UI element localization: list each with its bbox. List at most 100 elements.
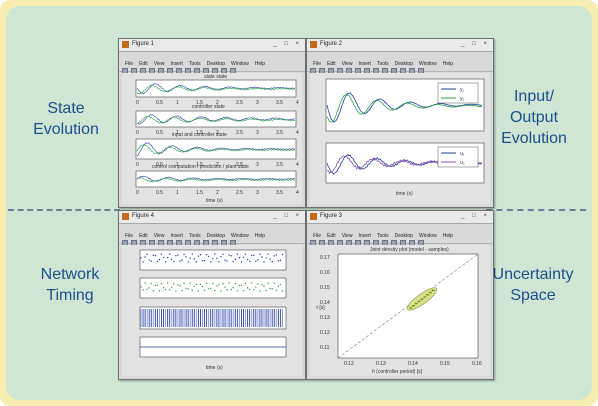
figure1-canvas: state state controller state input and c… xyxy=(122,73,302,204)
menu-insert[interactable]: Insert xyxy=(358,233,371,239)
menu-window[interactable]: Window xyxy=(230,233,249,239)
menu-tools[interactable]: Tools xyxy=(376,61,389,67)
menu-edit[interactable]: Edit xyxy=(327,61,336,67)
menu-help[interactable]: Help xyxy=(442,233,454,239)
menu-view[interactable]: View xyxy=(341,61,353,67)
menu-view[interactable]: View xyxy=(341,233,353,239)
delay-marker xyxy=(183,282,185,285)
figure4-xlabel: time (s) xyxy=(206,365,223,371)
axes-3 xyxy=(135,138,297,160)
xtick-label: 1 xyxy=(176,162,179,168)
uncertainty-space-label: Uncertainty Space xyxy=(492,266,574,304)
figure2-toolbar xyxy=(307,61,493,74)
delay-marker xyxy=(205,282,208,284)
delay-marker xyxy=(224,259,226,261)
figure3-plot-title: Joint density plot (model - samples) xyxy=(370,247,449,253)
figure2-window[interactable]: Figure 2 _ □ × File Edit View Insert Tools De… xyxy=(306,38,494,208)
menu-tools[interactable]: Tools xyxy=(188,233,201,239)
menu-edit[interactable]: Edit xyxy=(139,61,148,67)
menu-help[interactable]: Help xyxy=(254,61,266,67)
sample-point xyxy=(409,307,411,309)
figure2-title: Figure 2 xyxy=(320,41,343,47)
subplot-title-2: controller state xyxy=(192,104,225,110)
menu-view[interactable]: View xyxy=(153,233,165,239)
menu-window[interactable]: Window xyxy=(418,61,437,67)
menu-insert[interactable]: Insert xyxy=(358,61,371,67)
figure3-titlebar[interactable]: Figure 3 _ □ × xyxy=(307,211,493,224)
legend-top xyxy=(437,82,479,104)
sample-point xyxy=(431,289,434,292)
menu-tools[interactable]: Tools xyxy=(376,233,389,239)
xtick-label: 2 xyxy=(216,130,219,136)
menu-insert[interactable]: Insert xyxy=(170,233,183,239)
window-controls[interactable]: _ □ × xyxy=(461,213,490,219)
menu-insert[interactable]: Insert xyxy=(170,61,183,67)
figure1-menubar: File Edit View Insert Tools Desktop Window Help xyxy=(119,52,305,67)
delay-marker xyxy=(234,258,236,261)
delay-marker xyxy=(189,282,191,284)
xtick-label: 3 xyxy=(256,130,259,136)
menu-file[interactable]: File xyxy=(125,233,134,239)
menu-desktop[interactable]: Desktop xyxy=(206,233,225,239)
delay-marker xyxy=(265,257,267,259)
xtick-label: 0.5 xyxy=(156,190,163,196)
figure4-title: Figure 4 xyxy=(132,213,155,219)
delay-marker xyxy=(181,259,183,261)
figure4-window[interactable]: Figure 4 _ □ × File Edit View Insert Tools De… xyxy=(118,210,306,380)
delay-marker xyxy=(246,287,249,289)
delay-marker xyxy=(144,256,146,258)
figure1-titlebar[interactable]: Figure 1 _ □ × xyxy=(119,39,305,52)
xtick-label: 3 xyxy=(256,190,259,196)
menu-desktop[interactable]: Desktop xyxy=(394,233,413,239)
menu-edit[interactable]: Edit xyxy=(139,233,148,239)
figure4-toolbar xyxy=(119,233,305,246)
window-controls[interactable]: _ □ × xyxy=(273,213,302,219)
delay-marker xyxy=(257,283,259,285)
delay-marker xyxy=(169,253,171,255)
delay-marker xyxy=(265,289,267,292)
menu-desktop[interactable]: Desktop xyxy=(206,61,225,67)
delay-marker xyxy=(218,284,220,286)
state-trace xyxy=(136,83,296,95)
delay-marker xyxy=(164,261,167,263)
window-controls[interactable]: _ □ × xyxy=(461,41,490,47)
xtick-label: 3.5 xyxy=(276,162,283,168)
figure3-window[interactable]: Figure 3 _ □ × File Edit View Insert Tools De… xyxy=(306,210,494,380)
menu-file[interactable]: File xyxy=(125,61,134,67)
menu-help[interactable]: Help xyxy=(442,61,454,67)
menu-window[interactable]: Window xyxy=(418,233,437,239)
xtick-label: 4 xyxy=(296,162,299,168)
xtick-label: 4 xyxy=(296,130,299,136)
figure2-titlebar[interactable]: Figure 2 _ □ × xyxy=(307,39,493,52)
menu-view[interactable]: View xyxy=(153,61,165,67)
xtick-label: 0 xyxy=(136,130,139,136)
delay-marker xyxy=(230,288,232,291)
sample-point xyxy=(417,300,420,303)
figure2-canvas: y₁ y₂ u₁ u₂ time (s) xyxy=(310,73,490,204)
xtick-label: 0 xyxy=(136,100,139,106)
menu-file[interactable]: File xyxy=(313,61,322,67)
delay-marker xyxy=(248,260,251,263)
figure1-window[interactable]: Figure 1 _ □ × File Edit View Insert Tools De… xyxy=(118,38,306,208)
matlab-icon xyxy=(310,213,317,220)
menu-file[interactable]: File xyxy=(313,233,322,239)
window-controls[interactable]: _ □ × xyxy=(273,41,302,47)
menu-desktop[interactable]: Desktop xyxy=(394,61,413,67)
xtick-label: 3 xyxy=(256,162,259,168)
delay-marker xyxy=(236,253,239,255)
menu-edit[interactable]: Edit xyxy=(327,233,336,239)
delay-marker xyxy=(150,260,152,262)
delay-marker xyxy=(191,289,193,291)
figure4-titlebar[interactable]: Figure 4 _ □ × xyxy=(119,211,305,224)
sample-point xyxy=(419,300,421,303)
figure1-xticks: 0 0 0 0 0.5 0.5 0.5 0.5 1 1 1 1 1.5 1.5 1.5 1.5 2 2 2 2 2.5 2… xyxy=(136,100,299,196)
menu-window[interactable]: Window xyxy=(230,61,249,67)
menu-tools[interactable]: Tools xyxy=(188,61,201,67)
legend-top-entry-1: y₁ xyxy=(460,87,465,93)
xtick-label: 2 xyxy=(216,162,219,168)
sample-point xyxy=(416,302,418,305)
menu-help[interactable]: Help xyxy=(254,233,266,239)
figure3-plot: Joint density plot (model - samples) 0.1… xyxy=(316,247,482,375)
figure4-menubar: File Edit View Insert Tools Desktop Window Help xyxy=(119,224,305,239)
xtick-label: 3.5 xyxy=(276,100,283,106)
